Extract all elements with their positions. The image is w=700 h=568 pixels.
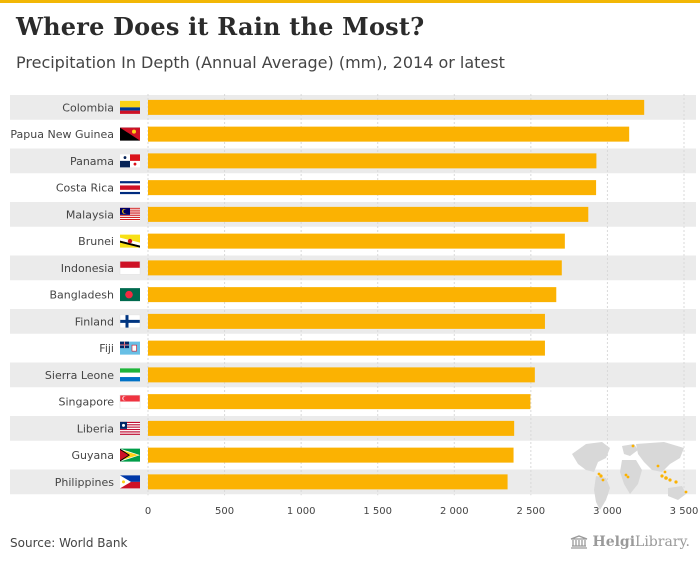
source-note: Source: World Bank	[10, 536, 128, 550]
x-tick-label: 500	[215, 506, 234, 517]
panama-flag-icon	[120, 154, 140, 168]
bar-colombia	[148, 99, 645, 115]
indonesia-flag-icon	[119, 261, 141, 275]
bar-guyana	[148, 447, 514, 463]
category-label: Philippines	[55, 476, 115, 489]
bar-indonesia	[148, 260, 562, 276]
category-label: Liberia	[77, 422, 114, 435]
x-tick-label: 2 500	[517, 506, 546, 517]
costa-rica-flag-icon	[120, 181, 140, 195]
papua-new-guinea-flag-icon	[120, 127, 140, 141]
world-map-icon	[572, 442, 688, 510]
malaysia-flag-icon	[120, 207, 140, 221]
x-tick-label: 1 000	[287, 506, 316, 517]
category-label: Colombia	[62, 101, 114, 114]
brand-name-regular: Library.	[635, 534, 690, 550]
bar-philippines	[148, 474, 508, 490]
liberia-flag-icon	[120, 421, 140, 435]
singapore-flag-icon	[119, 394, 141, 409]
brunei-flag-icon	[120, 234, 140, 248]
category-label: Singapore	[59, 396, 115, 409]
category-label: Papua New Guinea	[10, 128, 114, 141]
category-label: Indonesia	[61, 262, 114, 275]
x-tick-label: 0	[145, 506, 151, 517]
finland-flag-icon	[119, 314, 141, 329]
chart-title: Where Does it Rain the Most?	[16, 12, 425, 41]
fiji-flag-icon	[120, 341, 140, 355]
category-label: Costa Rica	[56, 182, 114, 195]
category-label: Bangladesh	[50, 289, 115, 302]
bar-papua-new-guinea	[148, 126, 630, 142]
category-label: Sierra Leone	[45, 369, 114, 382]
brand-name-bold: Helgi	[592, 534, 636, 550]
bar-panama	[148, 153, 597, 169]
x-tick-label: 3 000	[593, 506, 622, 517]
bar-costa-rica	[148, 180, 597, 196]
bar-singapore	[148, 394, 531, 410]
category-label: Malaysia	[66, 208, 114, 221]
category-label: Panama	[70, 155, 114, 168]
colombia-flag-icon	[120, 100, 140, 114]
category-label: Brunei	[78, 235, 114, 248]
bar-sierra-leone	[148, 367, 535, 383]
library-building-icon	[571, 535, 588, 549]
bar-finland	[148, 313, 545, 329]
philippines-flag-icon	[120, 475, 140, 489]
chart-subtitle: Precipitation In Depth (Annual Average) …	[16, 53, 505, 72]
category-label: Fiji	[99, 342, 114, 355]
x-tick-label: 1 500	[363, 506, 392, 517]
bar-fiji	[148, 340, 545, 356]
category-label: Guyana	[72, 449, 114, 462]
x-tick-label: 3 500	[670, 506, 699, 517]
helgilibrary-logo: HelgiLibrary.	[570, 534, 690, 550]
bar-liberia	[148, 420, 515, 436]
category-label: Finland	[75, 315, 114, 328]
bar-malaysia	[148, 206, 589, 222]
guyana-flag-icon	[120, 448, 140, 462]
bar-bangladesh	[148, 287, 557, 303]
bangladesh-flag-icon	[120, 288, 140, 302]
x-tick-label: 2 000	[440, 506, 469, 517]
bar-brunei	[148, 233, 565, 249]
top-accent-line	[0, 0, 700, 3]
sierra-leone-flag-icon	[120, 368, 140, 382]
